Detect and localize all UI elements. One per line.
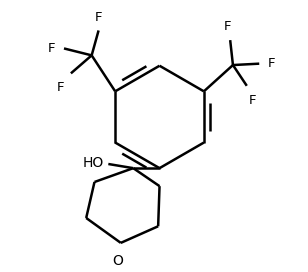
Text: F: F: [249, 94, 256, 107]
Text: F: F: [48, 42, 56, 55]
Text: F: F: [95, 11, 102, 24]
Text: F: F: [56, 81, 64, 94]
Text: O: O: [113, 254, 124, 268]
Text: HO: HO: [83, 156, 104, 170]
Text: F: F: [224, 20, 231, 33]
Text: F: F: [268, 57, 275, 70]
